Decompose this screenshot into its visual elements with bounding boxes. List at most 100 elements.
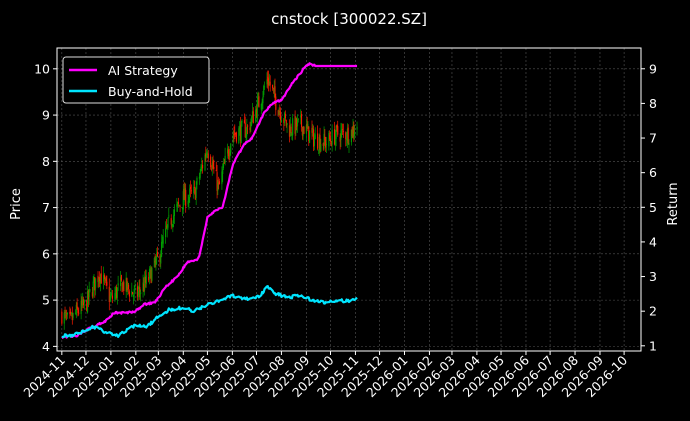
candle-body bbox=[172, 224, 174, 227]
candle-body bbox=[83, 300, 85, 303]
candle-body bbox=[99, 274, 101, 284]
candle-body bbox=[106, 281, 108, 286]
candle-body bbox=[115, 287, 118, 298]
candle-body bbox=[139, 287, 141, 292]
candle-body bbox=[190, 190, 192, 192]
candle-body bbox=[177, 202, 180, 204]
candle-body bbox=[279, 111, 281, 112]
candle-body bbox=[201, 165, 203, 167]
candle-body bbox=[329, 135, 331, 139]
candle-body bbox=[159, 255, 161, 263]
candle-body bbox=[296, 119, 299, 127]
candle-body bbox=[103, 275, 106, 280]
candle-body bbox=[77, 309, 79, 313]
candle-body bbox=[224, 155, 226, 163]
right-tick-label: 7 bbox=[649, 131, 657, 146]
candle-body bbox=[267, 76, 269, 81]
legend-label-strategy: AI Strategy bbox=[108, 63, 178, 78]
candle-body bbox=[319, 135, 321, 150]
candle-body bbox=[94, 277, 96, 291]
candle-body bbox=[256, 100, 258, 120]
candle-body bbox=[194, 187, 196, 188]
candle-body bbox=[80, 300, 82, 314]
candle-body bbox=[318, 136, 320, 149]
candle-body bbox=[246, 126, 248, 136]
candle-body bbox=[255, 108, 258, 118]
candle-body bbox=[354, 131, 356, 137]
candle-body bbox=[325, 143, 328, 146]
candle-body bbox=[64, 312, 66, 314]
candle-body bbox=[188, 196, 190, 203]
left-tick-label: 5 bbox=[42, 293, 50, 308]
candle-body bbox=[173, 215, 175, 223]
candle-body bbox=[215, 170, 217, 172]
candle-body bbox=[272, 84, 274, 89]
candle-body bbox=[95, 278, 97, 288]
candle-body bbox=[204, 154, 206, 171]
candle-body bbox=[229, 151, 231, 157]
candle-body bbox=[228, 155, 230, 157]
candle-body bbox=[218, 183, 220, 185]
candle-body bbox=[154, 260, 156, 263]
left-axis: 4 5 6 7 8 9 10 bbox=[34, 61, 57, 354]
candle-body bbox=[277, 110, 279, 115]
candle-body bbox=[160, 255, 162, 264]
candle-body bbox=[131, 290, 133, 297]
candle-body bbox=[222, 169, 224, 174]
candle-body bbox=[202, 164, 204, 169]
candle-body bbox=[138, 287, 140, 290]
candle-body bbox=[251, 111, 254, 118]
candle-body bbox=[289, 124, 291, 137]
candle-body bbox=[161, 241, 163, 243]
candle-body bbox=[222, 162, 225, 169]
candle-body bbox=[171, 224, 173, 226]
candle-body bbox=[325, 139, 327, 148]
candle-body bbox=[274, 86, 276, 98]
candle-body bbox=[303, 126, 305, 134]
candle-body bbox=[128, 291, 130, 297]
right-tick-label: 2 bbox=[649, 304, 657, 319]
candle-body bbox=[88, 289, 90, 298]
candle-body bbox=[133, 288, 135, 294]
candle-body bbox=[167, 217, 169, 228]
candle-body bbox=[200, 166, 202, 172]
candle-body bbox=[189, 188, 191, 196]
candle-body bbox=[272, 87, 274, 90]
candle-body bbox=[334, 136, 336, 146]
candle-body bbox=[70, 313, 73, 315]
candle-body bbox=[317, 133, 319, 149]
right-tick-label: 8 bbox=[649, 96, 657, 111]
candle-body bbox=[346, 139, 348, 141]
candle-body bbox=[121, 282, 123, 293]
candle-body bbox=[230, 143, 232, 153]
candle-body bbox=[104, 278, 106, 280]
candle-body bbox=[268, 78, 270, 86]
candle-body bbox=[239, 126, 241, 130]
candle-body bbox=[286, 123, 288, 126]
candle-body bbox=[76, 302, 78, 309]
candle-body bbox=[110, 297, 112, 299]
right-axis-label: Return bbox=[666, 182, 681, 225]
candle-body bbox=[244, 122, 246, 138]
candle-body bbox=[144, 276, 147, 283]
candle-body bbox=[288, 125, 291, 137]
candle-body bbox=[351, 127, 353, 137]
candle-body bbox=[323, 133, 325, 149]
candle-body bbox=[199, 173, 201, 178]
candle-body bbox=[170, 218, 172, 225]
left-tick-label: 7 bbox=[42, 200, 50, 215]
candle-body bbox=[120, 275, 122, 281]
candle-body bbox=[132, 295, 134, 297]
candle-body bbox=[162, 236, 164, 244]
left-tick-label: 9 bbox=[42, 108, 50, 123]
candle-body bbox=[149, 267, 151, 272]
candle-body bbox=[243, 120, 245, 124]
left-axis-label: Price bbox=[9, 188, 24, 220]
right-axis: 1 2 3 4 5 6 7 8 9 bbox=[641, 61, 657, 353]
candle-body bbox=[283, 119, 285, 123]
candle-body bbox=[284, 113, 287, 119]
candle-body bbox=[240, 122, 242, 143]
candle-body bbox=[69, 311, 71, 314]
candle-body bbox=[78, 312, 80, 314]
candle-body bbox=[123, 281, 125, 292]
